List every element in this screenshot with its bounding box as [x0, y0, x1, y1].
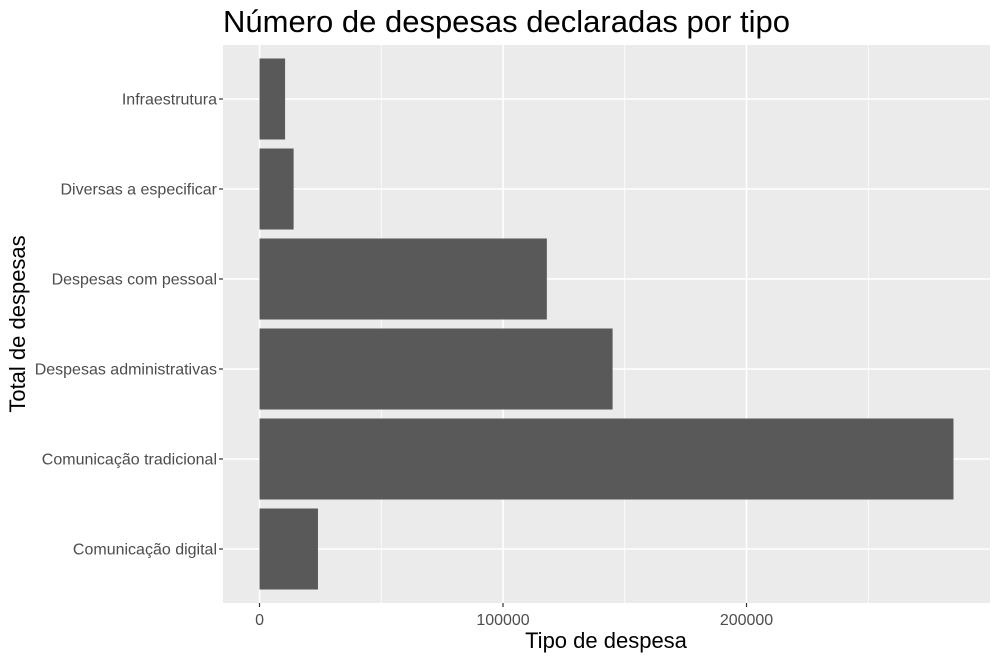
bars	[259, 58, 954, 590]
x-tick-label: 200000	[720, 612, 773, 629]
x-axis-title: Tipo de despesa	[525, 628, 688, 653]
y-tick-label: Infraestrutura	[122, 92, 217, 109]
y-tick-label: Despesas administrativas	[35, 362, 217, 379]
bar	[259, 148, 294, 230]
x-tick-label: 0	[255, 612, 264, 629]
x-tick-label: 100000	[476, 612, 529, 629]
bar	[259, 418, 954, 500]
bar	[259, 328, 613, 410]
bar	[259, 238, 547, 320]
y-axis-title: Total de despesas	[5, 235, 30, 412]
y-tick-label: Diversas a especificar	[61, 182, 218, 199]
y-tick-label: Comunicação tradicional	[42, 452, 217, 469]
bar	[259, 58, 286, 140]
y-axis: Comunicação digital Comunicação tradicion…	[35, 92, 223, 559]
y-tick-label: Comunicação digital	[73, 542, 217, 559]
chart-title: Número de despesas declaradas por tipo	[223, 4, 790, 39]
bar	[259, 508, 318, 590]
grid-minor	[380, 45, 869, 603]
y-tick-label: Despesas com pessoal	[52, 272, 217, 289]
plot-panel	[223, 45, 990, 603]
x-axis: 0 100000 200000	[255, 603, 773, 629]
